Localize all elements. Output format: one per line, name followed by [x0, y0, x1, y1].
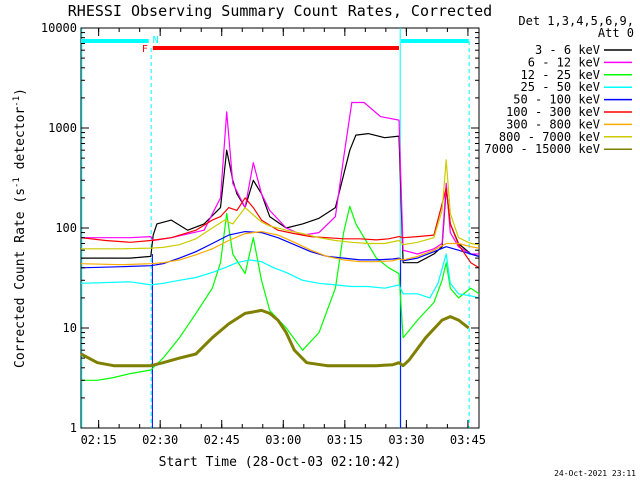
legend-header-2: Att 0: [598, 26, 634, 40]
footer-timestamp: 24-Oct-2021 23:11: [554, 469, 636, 478]
y-tick-label: 1: [70, 421, 77, 435]
series-line-2: [81, 101, 479, 255]
series-line-1: [81, 133, 480, 264]
x-tick-label: 03:15: [327, 433, 363, 447]
legend-label: 12 - 25 keV: [521, 68, 600, 82]
y-tick-label: 10: [63, 321, 77, 335]
x-tick-label: 03:00: [265, 433, 301, 447]
x-tick-label: 02:15: [81, 433, 117, 447]
y-axis-label-end: ): [13, 88, 28, 96]
legend-label: 25 - 50 keV: [521, 80, 600, 94]
series-line-7: [80, 231, 480, 266]
series-line-6: [80, 187, 480, 269]
x-tick-label: 03:45: [450, 433, 486, 447]
series-line-5: [80, 231, 480, 269]
chart-title: RHESSI Observing Summary Count Rates, Co…: [68, 2, 492, 20]
y-tick-label: 1000: [48, 121, 77, 135]
y-tick-label: 100: [55, 221, 77, 235]
y-axis: 10000 1000 100 10 1: [41, 21, 479, 435]
series-line-4: [80, 253, 480, 299]
series-line-3: [81, 205, 480, 381]
legend-label: 100 - 300 keV: [506, 105, 600, 119]
y-axis-label: Corrected Count Rate (s-1 detector-1): [12, 88, 28, 368]
legend-label: 300 - 800 keV: [506, 117, 600, 131]
y-axis-label-mid: detector: [13, 107, 28, 178]
x-tick-label: 02:45: [204, 433, 240, 447]
series-line-8: [81, 159, 480, 250]
legend-label: 800 - 7000 keV: [499, 130, 600, 144]
y-axis-label-sup1: -1: [12, 177, 22, 188]
y-axis-label-main: Corrected Count Rate (s: [13, 188, 28, 368]
legend-label: 3 - 6 keV: [535, 43, 600, 57]
x-axis: 02:15 02:30 02:45 03:00 03:15 03:30 03:45: [81, 28, 486, 447]
x-tick-label: 02:30: [142, 433, 178, 447]
x-tick-label: 03:30: [388, 433, 424, 447]
flare-marker-label: F: [142, 44, 148, 55]
legend-header-1: Det 1,3,4,5,6,9,: [518, 14, 634, 28]
legend-label: 50 - 100 keV: [513, 93, 600, 107]
legend-label: 7000 - 15000 keV: [484, 142, 600, 156]
y-axis-label-sup2: -1: [12, 96, 22, 107]
x-axis-label: Start Time (28-Oct-03 02:10:42): [159, 455, 402, 470]
legend-label: 6 - 12 keV: [528, 55, 600, 69]
y-tick-label: 10000: [41, 21, 77, 35]
series-layer: [80, 101, 480, 381]
series-line-9: [80, 308, 470, 368]
night-marker-label: N: [153, 35, 159, 46]
